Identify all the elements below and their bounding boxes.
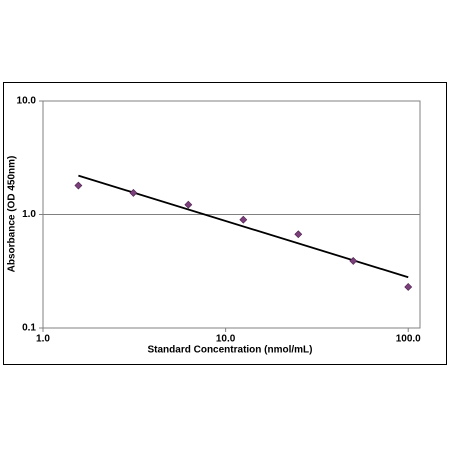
x-axis-label: Standard Concentration (nmol/mL): [148, 345, 313, 356]
data-point: [184, 200, 193, 209]
y-tick-label: 1.0: [22, 209, 36, 220]
y-tick-label: 0.1: [22, 323, 36, 334]
data-point: [129, 188, 138, 197]
y-axis-label: Absorbance (OD 450nm): [7, 156, 18, 273]
data-point: [404, 283, 413, 291]
data-point: [74, 181, 83, 190]
data-point: [349, 256, 358, 265]
x-tick-label: 100.0: [396, 334, 421, 345]
x-tick-label: 10.0: [216, 334, 236, 345]
data-point: [239, 215, 248, 224]
data-point: [294, 230, 303, 239]
x-tick-label: 1.0: [36, 334, 50, 345]
y-tick-label: 10.0: [17, 96, 37, 107]
